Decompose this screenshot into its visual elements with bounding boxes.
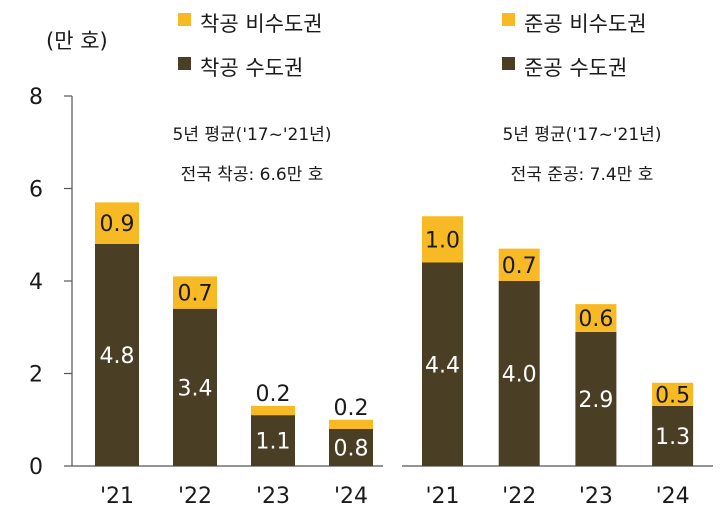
bar-metro — [575, 331, 617, 466]
value-label-metro: 4.8 — [100, 344, 135, 369]
y-tick-label: 2 — [29, 363, 43, 388]
legend-right: 준공 비수도권 준공 수도권 — [502, 12, 647, 80]
y-axis-ticks: 0 2 4 6 8 — [29, 85, 72, 480]
value-label-metro: 3.4 — [178, 376, 213, 401]
x-tick-label: '24 — [656, 484, 690, 509]
value-label-nonmetro: 0.5 — [655, 383, 690, 408]
bar-metro — [498, 281, 540, 466]
bar-nonmetro — [251, 405, 295, 416]
x-tick-label: '23 — [579, 484, 613, 509]
bar-nonmetro — [575, 304, 617, 332]
y-tick-label: 8 — [29, 85, 43, 110]
x-tick-label: '22 — [178, 484, 212, 509]
value-label-nonmetro: 0.6 — [578, 307, 613, 332]
x-tick-label: '21 — [425, 484, 459, 509]
bar-group-start: 4.8 0.9 '21 3.4 0.7 '22 1.1 0.2 '23 0.8 0.2 '24 — [95, 202, 373, 509]
bar-metro — [251, 415, 295, 466]
legend-swatch-metro-complete — [502, 57, 515, 70]
y-tick-label: 0 — [29, 455, 43, 480]
y-tick-label: 6 — [29, 178, 43, 203]
value-label-nonmetro: 0.2 — [334, 396, 369, 421]
bar-metro — [652, 405, 694, 466]
bar-metro — [422, 262, 463, 466]
bar-nonmetro — [173, 276, 217, 309]
x-tick-label: '21 — [100, 484, 134, 509]
bar-metro — [173, 308, 217, 466]
annotation-complete-line1: 5년 평균('17~'21년) — [503, 125, 662, 145]
value-label-metro: 4.0 — [502, 363, 537, 388]
x-tick-label: '23 — [256, 484, 290, 509]
value-label-metro: 1.1 — [256, 430, 291, 455]
legend-swatch-nonmetro-start — [178, 13, 191, 26]
x-tick-label: '24 — [334, 484, 368, 509]
legend-label-metro-start: 착공 수도권 — [200, 56, 303, 80]
bar-nonmetro — [498, 248, 540, 281]
value-label-metro: 0.8 — [334, 437, 369, 462]
unit-label: (만 호) — [46, 29, 108, 53]
bar-nonmetro — [329, 419, 373, 429]
value-label-nonmetro: 0.7 — [178, 282, 213, 307]
legend-label-nonmetro-start: 착공 비수도권 — [200, 12, 323, 36]
x-tick-label: '22 — [502, 484, 536, 509]
value-label-metro: 1.3 — [655, 425, 690, 450]
legend-label-metro-complete: 준공 수도권 — [524, 56, 627, 80]
bar-nonmetro — [422, 216, 463, 263]
value-label-nonmetro: 1.0 — [425, 228, 460, 253]
value-label-nonmetro: 0.2 — [256, 382, 291, 407]
legend-left: 착공 비수도권 착공 수도권 — [178, 12, 323, 80]
annotation-complete-line2: 전국 준공: 7.4만 호 — [511, 165, 654, 185]
bar-group-complete: 4.4 1.0 '21 4.0 0.7 '22 2.9 0.6 '23 1.3 0.5 '24 — [422, 216, 694, 509]
value-label-nonmetro: 0.9 — [100, 212, 135, 237]
annotation-start-line2: 전국 착공: 6.6만 호 — [181, 165, 324, 185]
bar-nonmetro — [95, 202, 139, 244]
value-label-metro: 4.4 — [425, 353, 460, 378]
value-label-nonmetro: 0.7 — [502, 254, 537, 279]
bar-metro — [329, 429, 373, 466]
y-tick-label: 4 — [29, 270, 43, 295]
bar-metro — [95, 244, 139, 466]
legend-swatch-metro-start — [178, 57, 191, 70]
value-label-metro: 2.9 — [578, 388, 613, 413]
legend-swatch-nonmetro-complete — [502, 13, 515, 26]
legend-label-nonmetro-complete: 준공 비수도권 — [524, 12, 647, 36]
annotation-start-line1: 5년 평균('17~'21년) — [173, 125, 332, 145]
bar-nonmetro — [652, 382, 694, 406]
